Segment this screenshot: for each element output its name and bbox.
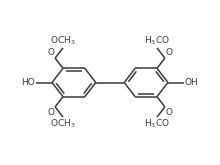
Text: H$_3$CO: H$_3$CO (144, 35, 170, 47)
Text: HO: HO (22, 78, 35, 87)
Text: OCH$_3$: OCH$_3$ (50, 35, 76, 47)
Text: H$_3$CO: H$_3$CO (144, 118, 170, 130)
Text: O: O (47, 108, 54, 117)
Text: OCH$_3$: OCH$_3$ (50, 118, 76, 130)
Text: OH: OH (185, 78, 198, 87)
Text: O: O (47, 48, 54, 57)
Text: O: O (166, 48, 173, 57)
Text: O: O (166, 108, 173, 117)
